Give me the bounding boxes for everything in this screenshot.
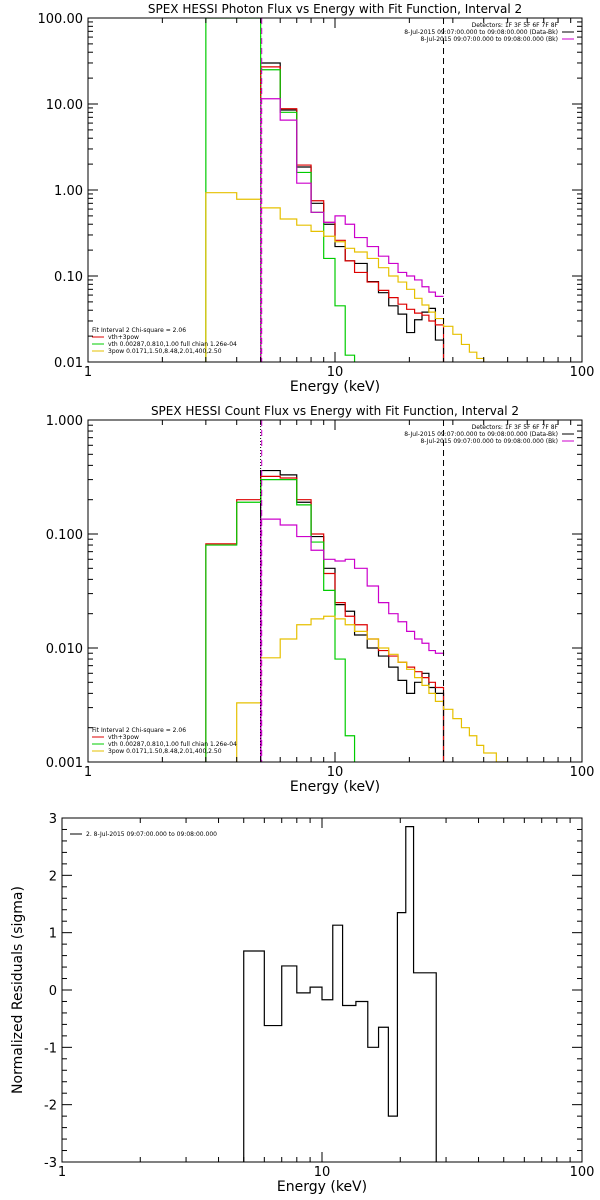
legend-entry-0: vth+3pow <box>108 734 139 741</box>
x-tick-label: 10 <box>314 1165 331 1180</box>
y-tick-label: 0.100 <box>46 528 83 543</box>
x-tick-label: 100 <box>570 1165 595 1180</box>
y-tick-label: 0.010 <box>46 642 83 657</box>
x-tick-label: 1 <box>58 1165 66 1180</box>
x-tick-label: 100 <box>570 365 595 380</box>
series-line-0 <box>260 62 445 362</box>
panel-3: 1 10 100 Energy (keV) -3 -2 -1 0 1 2 3 Normalized R… <box>10 812 594 1195</box>
legend-entry-1: vth 0.00287,0.810,1.00 full chian 1.26e-… <box>108 341 237 348</box>
y-tick-label: 1 <box>49 927 57 942</box>
header-line-1: 8-Jul-2015 09:07:00.000 to 09:08:00.000 … <box>404 431 558 438</box>
legend-entry-2: 3pow 0.0171,1.50,8.48,2.01,400,2.50 <box>108 748 222 755</box>
y-tick-label: 1.00 <box>54 184 83 199</box>
x-tick-label: 10 <box>327 365 344 380</box>
header-line-1: 8-Jul-2015 09:07:00.000 to 09:08:00.000 … <box>404 29 558 36</box>
x-tick-label: 1 <box>84 765 92 780</box>
x-axis-label: Energy (keV) <box>277 1179 367 1195</box>
series-line-2 <box>205 18 356 362</box>
series-line-0 <box>243 826 437 1162</box>
y-tick-label: -1 <box>44 1041 57 1056</box>
legend-entry-0: vth+3pow <box>108 334 139 341</box>
series-line-1 <box>205 475 445 762</box>
series-line-1 <box>260 66 445 362</box>
legend-entry-0: 2. 8-Jul-2015 09:07:00.000 to 09:08:00.0… <box>86 831 217 838</box>
series-line-3 <box>205 192 485 362</box>
header-line-2: 8-Jul-2015 09:07:00.000 to 09:08:00.000 … <box>420 438 558 445</box>
chart-title: SPEX HESSI Count Flux vs Energy with Fit… <box>151 404 519 418</box>
series-line-0 <box>260 469 445 762</box>
y-tick-label: 0.001 <box>46 756 83 771</box>
axes-frame <box>87 17 583 363</box>
panel-1: SPEX HESSI Photon Flux vs Energy with Fi… <box>38 2 595 395</box>
series-line-2 <box>205 479 356 762</box>
series-group <box>205 18 485 362</box>
y-axis-label: Normalized Residuals (sigma) <box>10 886 26 1094</box>
y-tick-label: 0.01 <box>54 356 83 371</box>
y-tick-label: 0 <box>49 984 57 999</box>
x-axis-label: Energy (keV) <box>290 379 380 395</box>
header-line-2: 8-Jul-2015 09:07:00.000 to 09:08:00.000 … <box>420 36 558 43</box>
series-group <box>243 826 437 1162</box>
y-tick-label: 2 <box>49 869 57 884</box>
y-tick-label: -3 <box>44 1156 57 1171</box>
x-tick-label: 10 <box>327 765 344 780</box>
y-tick-label: -2 <box>44 1099 57 1114</box>
x-axis-label: Energy (keV) <box>290 779 380 795</box>
y-tick-label: 0.10 <box>54 270 83 285</box>
x-tick-label: 100 <box>570 765 595 780</box>
chart-title: SPEX HESSI Photon Flux vs Energy with Fi… <box>148 2 522 16</box>
series-line-4 <box>260 518 445 762</box>
y-tick-label: 1.000 <box>46 414 83 429</box>
y-tick-label: 100.00 <box>38 12 84 27</box>
legend-title: Fit Interval 2 Chi-square = 2.06 <box>92 327 186 334</box>
header-line-0: Detectors: 1F 3F 5F 6F 7F 8F <box>472 424 559 431</box>
header-line-0: Detectors: 1F 3F 5F 6F 7F 8F <box>472 22 559 29</box>
legend-entry-1: vth 0.00287,0.810,1.00 full chian 1.26e-… <box>108 741 237 748</box>
y-tick-label: 10.00 <box>46 98 83 113</box>
x-tick-label: 1 <box>84 365 92 380</box>
panel-2: SPEX HESSI Count Flux vs Energy with Fit… <box>46 404 595 795</box>
series-group <box>205 469 509 762</box>
legend-entry-2: 3pow 0.0171,1.50,8.48,2.01,400,2.50 <box>108 348 222 355</box>
series-line-3 <box>236 615 509 762</box>
legend-title: Fit Interval 2 Chi-square = 2.06 <box>92 727 186 734</box>
y-tick-label: 3 <box>49 812 57 827</box>
series-line-4 <box>260 98 444 362</box>
